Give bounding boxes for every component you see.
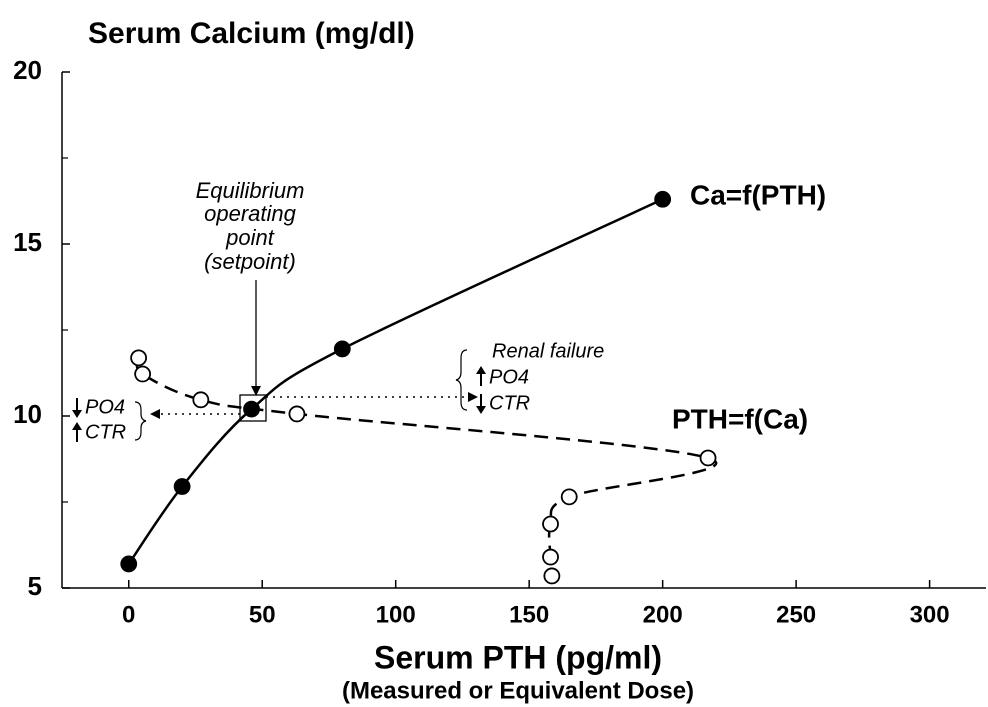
down-arrow xyxy=(72,410,82,418)
annotation: PO4 xyxy=(85,396,125,418)
x-tick-label: 150 xyxy=(509,601,549,628)
data-point xyxy=(134,365,152,383)
x-tick-label: 50 xyxy=(249,601,276,628)
annotation: point xyxy=(225,225,275,250)
arrow-head xyxy=(468,392,478,402)
annotation: (setpoint) xyxy=(204,249,296,274)
data-point xyxy=(120,555,138,573)
x-axis-label: Serum PTH (pg/ml) xyxy=(374,639,662,675)
up-arrow xyxy=(72,422,82,430)
arrow-head xyxy=(251,386,261,396)
annotation: Equilibrium xyxy=(196,178,305,203)
data-point xyxy=(699,449,717,467)
annotation: CTR xyxy=(489,392,530,414)
annotation: PO4 xyxy=(489,366,529,388)
annotation: Renal failure xyxy=(492,340,604,362)
y-tick-label: 20 xyxy=(13,55,42,85)
x-tick-label: 200 xyxy=(643,601,683,628)
legend-label: Ca=f(PTH) xyxy=(690,179,826,210)
series-line xyxy=(127,198,664,565)
down-arrow xyxy=(476,406,486,414)
x-tick-label: 100 xyxy=(376,601,416,628)
arrow-head xyxy=(150,409,160,419)
legend-label: PTH=f(Ca) xyxy=(672,403,808,434)
data-point xyxy=(542,515,559,533)
x-tick-label: 0 xyxy=(122,601,135,628)
annotation: operating xyxy=(204,201,297,226)
y-tick-label: 5 xyxy=(28,571,42,601)
x-tick-label: 250 xyxy=(776,601,816,628)
brace xyxy=(134,401,147,441)
x-tick-label: 300 xyxy=(910,601,950,628)
brace xyxy=(455,349,468,411)
y-tick-label: 15 xyxy=(13,227,42,257)
data-point xyxy=(542,548,559,566)
chart-title: Serum Calcium (mg/dl) xyxy=(88,17,415,50)
data-point xyxy=(560,488,578,506)
data-point xyxy=(654,190,672,208)
series-line xyxy=(135,357,718,577)
data-point xyxy=(543,567,561,585)
annotation: CTR xyxy=(85,421,126,443)
data-point xyxy=(333,340,351,358)
data-point xyxy=(192,391,210,409)
up-arrow xyxy=(476,366,486,374)
data-point xyxy=(130,349,148,367)
x-axis-sublabel: (Measured or Equivalent Dose) xyxy=(342,677,694,704)
y-tick-label: 10 xyxy=(13,399,42,429)
data-point xyxy=(173,478,191,495)
data-point xyxy=(288,405,306,423)
